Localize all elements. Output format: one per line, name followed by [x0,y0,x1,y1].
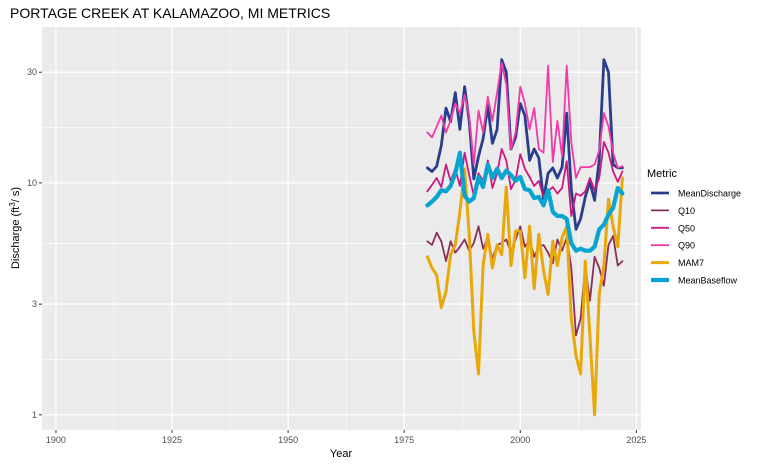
x-tick-label: 2025 [626,435,646,445]
x-axis-label: Year [330,448,353,460]
series-line-q50 [426,141,624,217]
x-tick-label: 1950 [278,435,298,445]
y-tick-label: 10 [27,178,37,188]
series-line-mam7 [425,167,624,417]
legend-label-meandischarge: MeanDischarge [678,189,741,199]
plot-panel [42,27,641,430]
chart-title: PORTAGE CREEK AT KALAMAZOO, MI METRICS [10,5,330,21]
series-line-q10 [426,225,624,337]
legend-title: Metric [647,168,677,180]
y-axis-label: Discharge (ft3/ s) [8,187,22,269]
legend-label-q90: Q90 [678,241,695,251]
x-tick-label: 2000 [510,435,530,445]
y-tick-label: 3 [32,299,37,309]
legend-label-meanbaseflow: MeanBaseflow [678,276,738,286]
x-tick-label: 1900 [46,435,66,445]
legend-label-q10: Q10 [678,206,695,216]
y-tick-label: 1 [32,410,37,420]
y-tick-label: 30 [27,67,37,77]
series-line-q90 [426,61,624,179]
series-line-meandischarge [425,58,624,231]
x-tick-label: 1975 [394,435,414,445]
legend-label-q50: Q50 [678,223,695,233]
series-line-meanbaseflow [425,150,625,253]
legend-label-mam7: MAM7 [678,258,704,268]
legend: Metric MeanDischarge Q10 Q50 Q90 MAM7 MeanBas… [647,168,741,286]
series-lines [425,58,625,417]
x-tick-label: 1925 [162,435,182,445]
axes: 1900 1925 1950 1975 2000 2025 1 3 10 30 [27,67,646,445]
